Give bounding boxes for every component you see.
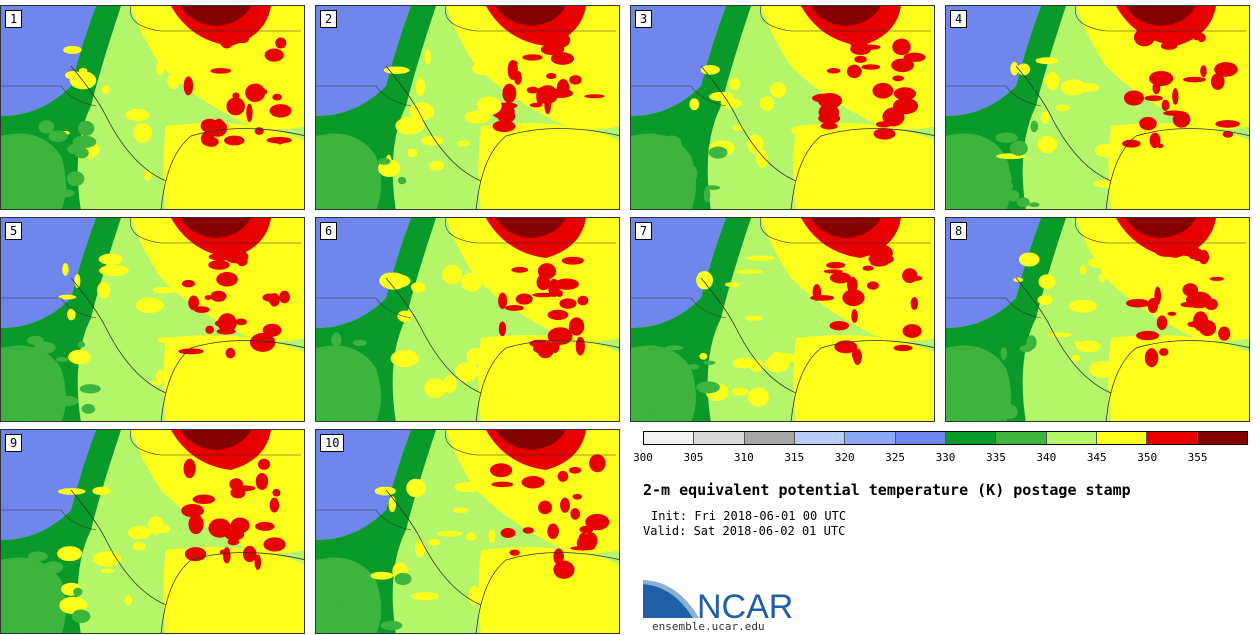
ensemble-member-panel-1: 1 [0,5,305,210]
ensemble-member-panel-10: 10 [315,429,620,634]
ensemble-member-panel-2: 2 [315,5,620,210]
panel-label: 2 [320,10,338,28]
ensemble-member-panel-8: 8 [945,217,1250,422]
temperature-field-map [1,6,304,209]
colorbar-tick-label: 345 [1086,451,1107,464]
colorbar-tick-label: 330 [935,451,956,464]
init-time: Init: Fri 2018-06-01 00 UTC [651,509,847,523]
panel-label: 1 [5,10,23,28]
ensemble-member-panel-6: 6 [315,217,620,422]
panel-label: 10 [320,434,345,452]
ensemble-member-panel-7: 7 [630,217,935,422]
panel-label: 9 [5,434,23,452]
valid-time: Valid: Sat 2018-06-02 01 UTC [643,524,846,538]
temperature-field-map [316,218,619,421]
colorbar-segment-7 [996,432,1047,444]
ncar-logo: NCAR [643,580,793,622]
temperature-field-map [316,6,619,209]
colorbar-segment-2 [744,432,795,444]
panel-label: 6 [320,222,338,240]
chart-title: 2-m equivalent potential temperature (K)… [643,481,1131,499]
colorbar-tick-label: 335 [985,451,1006,464]
ensemble-member-panel-4: 4 [945,5,1250,210]
temperature-field-map [946,6,1249,209]
colorbar-segment-9 [1096,432,1148,444]
panel-label: 8 [950,222,968,240]
colorbar-tick-label: 300 [633,451,653,464]
ensemble-member-panel-9: 9 [0,429,305,634]
colorbar-tick-label: 320 [834,451,855,464]
colorbar-tick-label: 350 [1137,451,1158,464]
ensemble-member-panel-3: 3 [630,5,935,210]
panel-label: 5 [5,222,23,240]
panel-label: 7 [635,222,653,240]
colorbar-segment-8 [1046,432,1097,444]
source-url: ensemble.ucar.edu [652,620,765,633]
colorbar-tick-label: 340 [1036,451,1057,464]
temperature-field-map [631,6,934,209]
ncar-logo-text: NCAR [697,588,793,622]
temperature-field-map [631,218,934,421]
colorbar-segment-0 [644,432,695,444]
colorbar-tick-label: 315 [784,451,805,464]
temperature-field-map [316,430,619,633]
colorbar [643,431,1248,445]
colorbar-tick-label: 310 [733,451,754,464]
colorbar-segment-6 [945,432,997,444]
temperature-field-map [946,218,1249,421]
colorbar-segment-3 [794,432,846,444]
panel-label: 4 [950,10,968,28]
colorbar-tick-label: 305 [683,451,704,464]
temperature-field-map [1,430,304,633]
colorbar-tick-label: 325 [885,451,906,464]
colorbar-segment-11 [1197,432,1247,444]
colorbar-tick-label: 355 [1187,451,1208,464]
colorbar-segment-1 [694,432,745,444]
colorbar-segment-5 [895,432,946,444]
temperature-field-map [1,218,304,421]
colorbar-segment-10 [1147,432,1198,444]
ensemble-member-panel-5: 5 [0,217,305,422]
panel-label: 3 [635,10,653,28]
colorbar-segment-4 [845,432,896,444]
